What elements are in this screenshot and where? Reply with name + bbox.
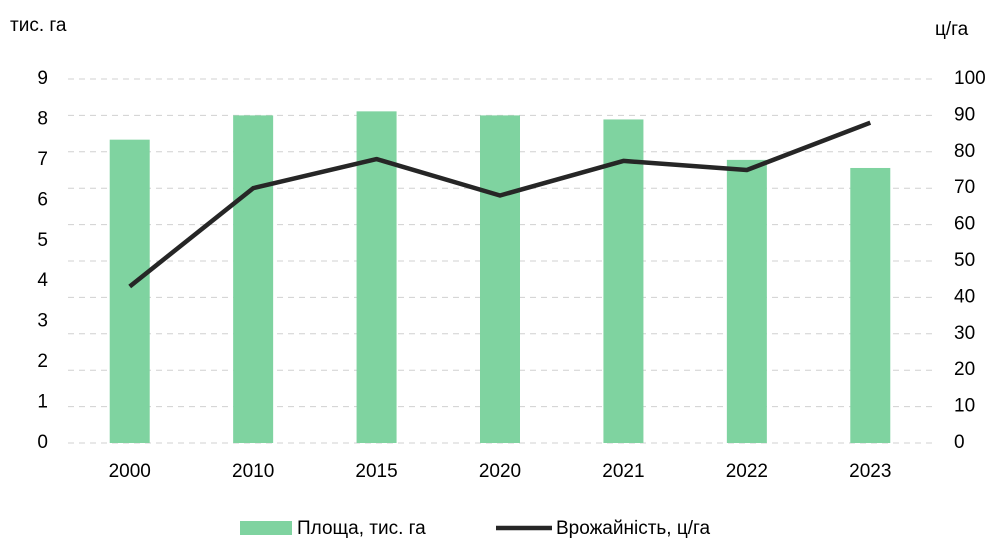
legend-label: Площа, тис. га: [297, 518, 426, 539]
y-tick-label: 8: [37, 108, 48, 129]
y-tick-label: 0: [37, 432, 48, 453]
y2-tick-label: 90: [954, 104, 975, 125]
bar: [850, 167, 891, 443]
bar: [480, 115, 520, 444]
y2-tick-label: 60: [954, 214, 975, 235]
bar: [603, 119, 644, 443]
x-tick-label: 2022: [726, 461, 768, 482]
y2-tick-label: 70: [954, 177, 975, 198]
y2-tick-label: 50: [954, 250, 975, 271]
y2-tick-label: 30: [954, 323, 975, 344]
y-tick-label: 3: [37, 311, 48, 332]
x-tick-label: 2010: [232, 461, 274, 482]
x-tick-label: 2020: [479, 461, 521, 482]
x-tick-label: 2015: [355, 461, 397, 482]
y-tick-label: 7: [37, 149, 48, 170]
bar: [233, 115, 274, 444]
y2-tick-label: 80: [954, 141, 975, 162]
y2-tick-label: 100: [954, 68, 986, 89]
y2-axis-title: ц/га: [935, 19, 969, 40]
y2-tick-label: 40: [954, 286, 975, 307]
bar: [109, 139, 150, 443]
y2-tick-label: 0: [954, 432, 965, 453]
y-axis-title: тис. га: [10, 15, 67, 36]
y-tick-label: 6: [37, 189, 48, 210]
y2-tick-label: 10: [954, 396, 975, 417]
line: [128, 120, 872, 289]
bar: [726, 159, 767, 443]
x-tick-label: 2023: [849, 461, 891, 482]
y2-tick-label: 20: [954, 359, 975, 380]
y-tick-label: 2: [37, 351, 48, 372]
x-tick-label: 2000: [109, 461, 151, 482]
y-tick-label: 9: [37, 68, 48, 89]
y-tick-label: 1: [37, 392, 48, 413]
y-tick-label: 4: [37, 270, 48, 291]
x-tick-label: 2021: [602, 461, 644, 482]
bar: [356, 111, 397, 443]
legend-swatch: [240, 521, 292, 535]
y-tick-label: 5: [37, 230, 48, 251]
legend-label: Врожайність, ц/га: [556, 518, 711, 539]
